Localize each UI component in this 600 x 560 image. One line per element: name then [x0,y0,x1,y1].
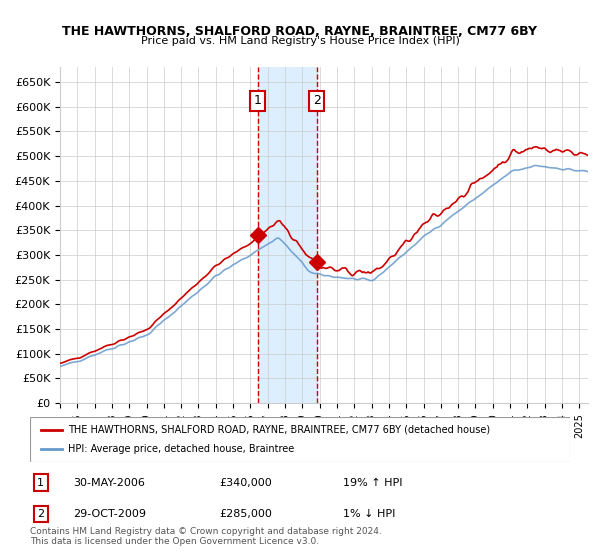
Text: 29-OCT-2009: 29-OCT-2009 [73,509,146,519]
Text: 1: 1 [254,94,262,108]
Text: 2: 2 [37,509,44,519]
Text: Price paid vs. HM Land Registry's House Price Index (HPI): Price paid vs. HM Land Registry's House … [140,36,460,46]
Text: £340,000: £340,000 [219,478,272,488]
Text: 2: 2 [313,94,320,108]
Text: 19% ↑ HPI: 19% ↑ HPI [343,478,403,488]
Text: 30-MAY-2006: 30-MAY-2006 [73,478,145,488]
Text: £285,000: £285,000 [219,509,272,519]
Text: THE HAWTHORNS, SHALFORD ROAD, RAYNE, BRAINTREE, CM77 6BY: THE HAWTHORNS, SHALFORD ROAD, RAYNE, BRA… [62,25,538,38]
Text: THE HAWTHORNS, SHALFORD ROAD, RAYNE, BRAINTREE, CM77 6BY (detached house): THE HAWTHORNS, SHALFORD ROAD, RAYNE, BRA… [68,424,490,435]
Text: 1: 1 [37,478,44,488]
Text: HPI: Average price, detached house, Braintree: HPI: Average price, detached house, Brai… [68,445,294,455]
FancyBboxPatch shape [30,417,570,462]
Text: Contains HM Land Registry data © Crown copyright and database right 2024.
This d: Contains HM Land Registry data © Crown c… [30,526,382,546]
Text: 1% ↓ HPI: 1% ↓ HPI [343,509,395,519]
Bar [257,67,317,403]
